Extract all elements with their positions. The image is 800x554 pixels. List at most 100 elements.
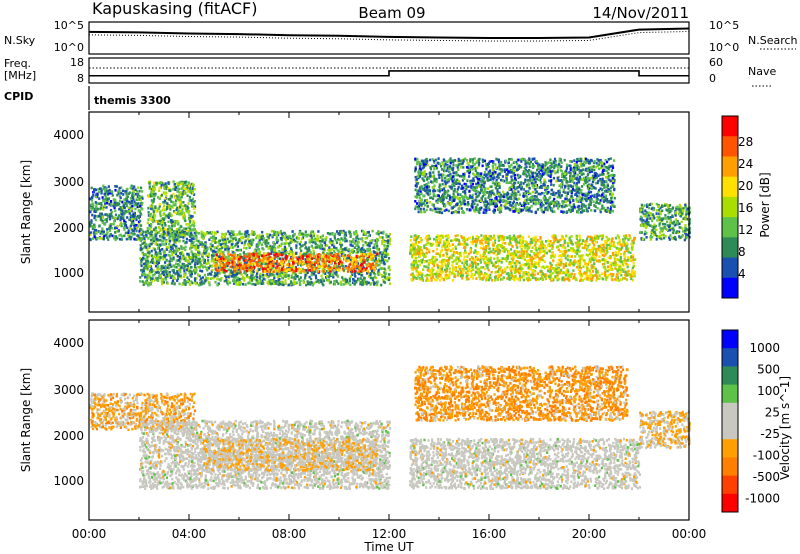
data-cell [315, 267, 317, 270]
data-cell [203, 262, 205, 265]
data-cell [228, 269, 230, 272]
data-cell [251, 239, 253, 242]
noise-left-label: N.Sky [4, 34, 36, 47]
data-cell [235, 239, 237, 242]
data-cell [118, 202, 120, 205]
data-cell [599, 235, 601, 238]
data-cell [173, 193, 175, 196]
data-cell [212, 237, 214, 240]
data-cell [369, 283, 371, 286]
data-cell [276, 241, 278, 244]
data-cell [354, 272, 356, 275]
data-cell [115, 239, 117, 242]
data-cell [108, 227, 110, 230]
data-cell [286, 242, 288, 245]
data-cell [386, 278, 388, 281]
data-cell [552, 253, 554, 256]
data-cell [237, 262, 239, 265]
data-cell [530, 259, 532, 262]
data-cell [335, 273, 337, 276]
data-cell [280, 260, 282, 263]
data-cell [193, 225, 195, 228]
data-cell [193, 246, 195, 249]
data-cell [286, 255, 288, 258]
data-cell [280, 237, 282, 240]
data-cell [113, 223, 115, 226]
data-cell [381, 274, 383, 277]
data-cell [610, 262, 612, 265]
data-cell [114, 227, 116, 230]
data-cell [162, 243, 164, 246]
data-cell [311, 245, 313, 248]
data-cell [363, 279, 365, 282]
data-cell [299, 281, 301, 284]
data-cell [194, 268, 196, 271]
data-cell [322, 234, 324, 237]
data-cell [258, 237, 260, 240]
data-cell [352, 260, 354, 263]
data-cell [157, 223, 159, 226]
data-cell [364, 261, 366, 264]
data-cell [141, 258, 143, 261]
data-cell [457, 234, 459, 237]
data-cell [227, 263, 229, 266]
data-cell [244, 283, 246, 286]
data-cell [388, 273, 390, 276]
data-cell [160, 252, 162, 255]
data-cell [354, 283, 356, 286]
data-cell [285, 258, 287, 261]
data-cell [309, 269, 311, 272]
data-cell [242, 237, 244, 240]
data-cell [155, 265, 157, 268]
data-cell [383, 268, 385, 271]
data-cell [295, 274, 297, 277]
data-cell [176, 266, 178, 269]
data-cell [150, 195, 152, 198]
data-cell [161, 224, 163, 227]
data-cell [161, 265, 163, 268]
data-cell [304, 258, 306, 261]
data-cell [381, 240, 383, 243]
data-cell [103, 235, 105, 238]
data-cell [161, 240, 163, 243]
data-cell [167, 282, 169, 285]
data-cell [381, 255, 383, 258]
data-cell [338, 269, 340, 272]
data-cell [493, 258, 495, 261]
data-cell [280, 230, 282, 233]
data-cell [372, 262, 374, 265]
freq-right-tick-top: 60 [709, 56, 723, 69]
data-cell [243, 252, 245, 255]
data-cell [159, 250, 161, 253]
data-cell [157, 277, 159, 280]
data-cell [253, 271, 255, 274]
data-cell [146, 274, 148, 277]
data-cell [271, 280, 273, 283]
data-cell [244, 241, 246, 244]
data-cell [470, 251, 472, 254]
data-cell [301, 260, 303, 263]
data-cell [633, 262, 635, 265]
data-cell [261, 255, 263, 258]
data-cell [295, 268, 297, 271]
data-cell [290, 253, 292, 256]
data-cell [198, 254, 200, 257]
data-cell [185, 246, 187, 249]
data-cell [317, 262, 319, 265]
data-cell [497, 270, 499, 273]
data-cell [352, 249, 354, 252]
data-cell [593, 259, 595, 262]
data-cell [304, 277, 306, 280]
data-cell [133, 230, 135, 233]
data-cell [150, 213, 152, 216]
data-cell [292, 270, 294, 273]
data-cell [232, 237, 234, 240]
data-cell [237, 242, 239, 245]
data-cell [237, 245, 239, 248]
data-cell [92, 194, 94, 197]
data-cell [210, 236, 212, 239]
data-cell [413, 262, 415, 265]
data-cell [224, 233, 226, 236]
data-cell [143, 267, 145, 270]
data-cell [164, 251, 166, 254]
